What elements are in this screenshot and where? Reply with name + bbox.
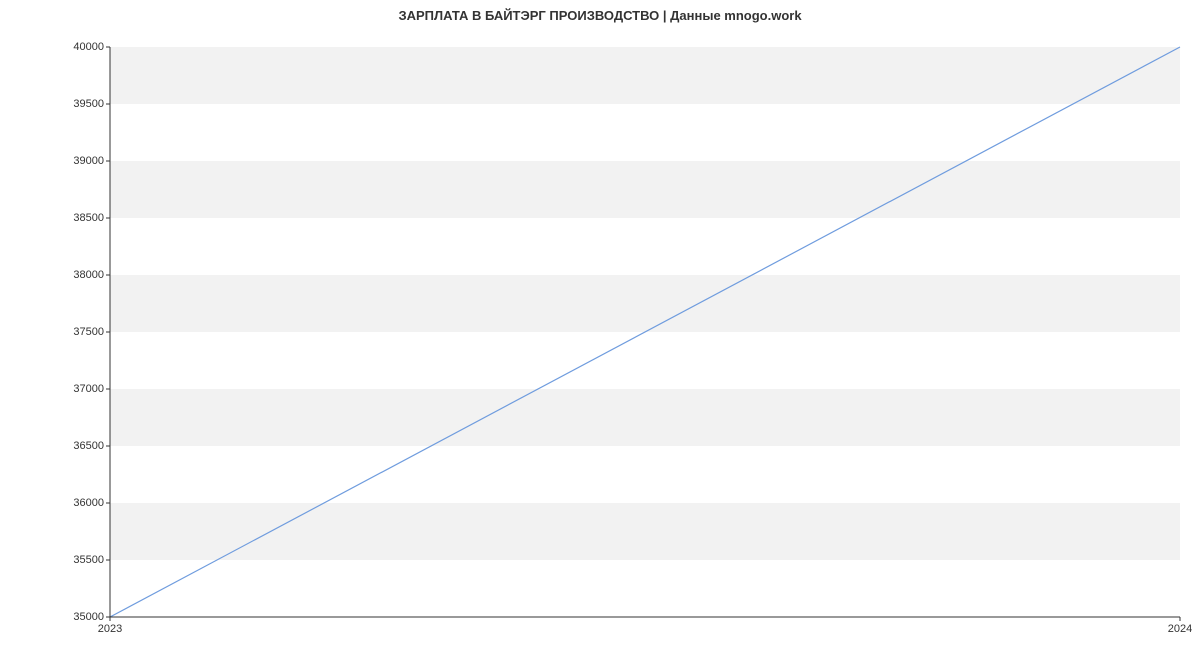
y-tick-label: 35000	[73, 611, 104, 623]
grid-band	[110, 560, 1180, 617]
chart-container: ЗАРПЛАТА В БАЙТЭРГ ПРОИЗВОДСТВО | Данные…	[0, 0, 1200, 650]
y-tick-label: 36000	[73, 497, 104, 509]
grid-band	[110, 218, 1180, 275]
y-tick-label: 36500	[73, 440, 104, 452]
y-tick-label: 40000	[73, 41, 104, 53]
x-tick-label: 2024	[1168, 623, 1192, 635]
y-tick-label: 38500	[73, 212, 104, 224]
y-tick-label: 37500	[73, 326, 104, 338]
chart-svg	[110, 47, 1180, 617]
y-tick-label: 38000	[73, 269, 104, 281]
y-tick-label: 35500	[73, 554, 104, 566]
grid-band	[110, 161, 1180, 218]
grid-band	[110, 389, 1180, 446]
y-tick-label: 39000	[73, 155, 104, 167]
x-tick-label: 2023	[98, 623, 122, 635]
grid-band	[110, 275, 1180, 332]
grid-band	[110, 446, 1180, 503]
plot-area: 3500035500360003650037000375003800038500…	[110, 47, 1180, 617]
chart-title: ЗАРПЛАТА В БАЙТЭРГ ПРОИЗВОДСТВО | Данные…	[0, 8, 1200, 23]
y-tick-label: 37000	[73, 383, 104, 395]
y-tick-label: 39500	[73, 98, 104, 110]
grid-band	[110, 47, 1180, 104]
grid-band	[110, 332, 1180, 389]
